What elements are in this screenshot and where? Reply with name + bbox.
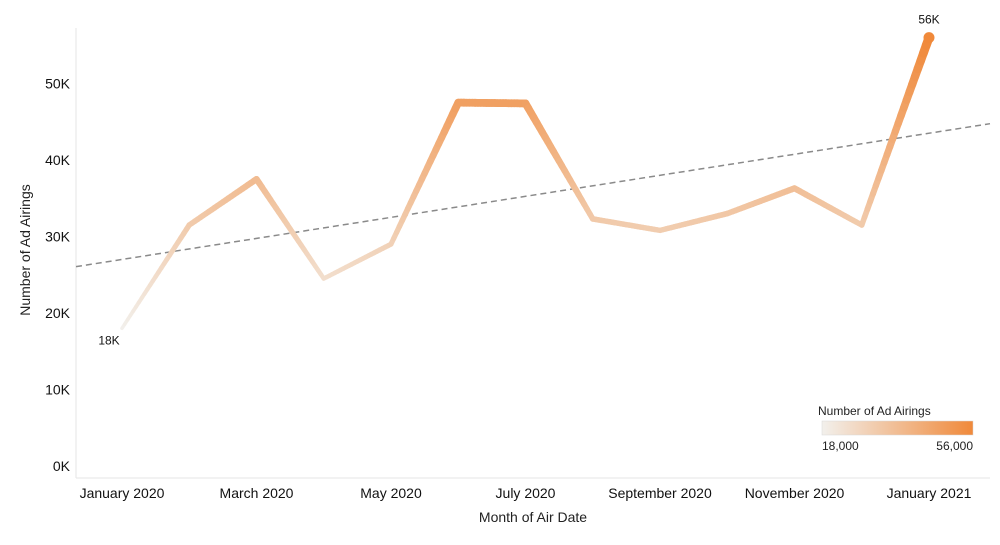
y-tick-label: 20K [45, 305, 71, 321]
x-tick-label: September 2020 [608, 485, 712, 501]
x-tick-label: March 2020 [220, 485, 294, 501]
data-labels: 18K 56K [98, 13, 939, 348]
legend-gradient-bar [821, 420, 974, 436]
legend-min-label: 18,000 [822, 439, 859, 453]
x-tick-labels: January 2020 March 2020 May 2020 July 2020 S… [80, 485, 972, 501]
data-points [923, 32, 935, 44]
series-line [120, 33, 934, 331]
end-point-marker [923, 32, 935, 44]
x-tick-label: July 2020 [496, 485, 556, 501]
legend-title: Number of Ad Airings [818, 404, 931, 418]
x-tick-label: January 2021 [887, 485, 972, 501]
y-tick-labels: 0K 10K 20K 30K 40K 50K [45, 76, 71, 475]
y-axis-title: Number of Ad Airings [17, 184, 33, 316]
x-tick-label: January 2020 [80, 485, 165, 501]
y-tick-label: 10K [45, 382, 71, 398]
y-tick-label: 30K [45, 229, 71, 245]
trend-line [75, 122, 991, 268]
y-tick-label: 0K [53, 458, 71, 474]
x-tick-label: May 2020 [360, 485, 422, 501]
color-legend: Number of Ad Airings 18,000 56,000 [818, 404, 973, 453]
data-label: 56K [918, 13, 939, 27]
x-tick-label: November 2020 [745, 485, 845, 501]
data-label: 18K [98, 333, 119, 347]
legend-max-label: 56,000 [936, 439, 973, 453]
x-axis-title: Month of Air Date [479, 509, 587, 525]
y-tick-label: 50K [45, 76, 71, 92]
y-tick-label: 40K [45, 152, 71, 168]
